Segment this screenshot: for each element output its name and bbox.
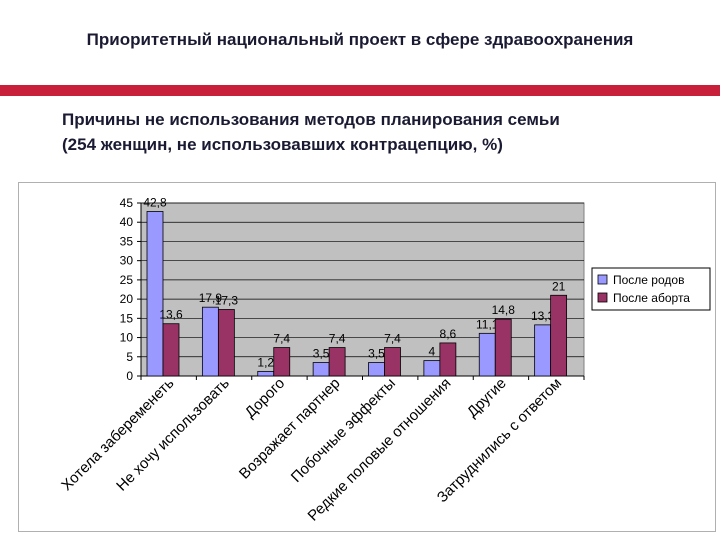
bar-data-label: 17,9 xyxy=(199,291,223,305)
bar-data-label: 11,1 xyxy=(476,317,499,331)
y-tick-label: 45 xyxy=(120,196,134,210)
x-category-label: Побочные эффекты xyxy=(288,375,399,486)
legend-swatch xyxy=(597,292,608,303)
bar-data-label: 17,3 xyxy=(215,293,239,307)
bar-data-label: 3,5 xyxy=(368,347,385,361)
bar xyxy=(478,332,496,377)
bar xyxy=(201,306,219,377)
bar-data-label: 7,4 xyxy=(273,332,290,346)
header-divider-bar xyxy=(0,85,720,96)
bar-data-label: 3,5 xyxy=(313,347,330,361)
bar-data-label: 21 xyxy=(552,279,566,293)
chart-title-line2: (254 женщин, не использовавших контрацеп… xyxy=(62,135,503,154)
y-tick-label: 30 xyxy=(120,254,134,268)
y-tick-label: 40 xyxy=(120,215,134,229)
x-category-label: Возражает партнер xyxy=(236,375,344,483)
bar-data-label: 13,6 xyxy=(159,308,183,322)
bar-data-label: 7,4 xyxy=(384,332,401,346)
bar-data-label: 1,2 xyxy=(257,355,274,369)
bar-data-label: 13,3 xyxy=(531,309,555,323)
bar xyxy=(273,347,291,377)
chart-frame xyxy=(18,182,716,532)
y-tick-label: 20 xyxy=(120,292,134,306)
bar-data-label: 4 xyxy=(429,345,436,359)
legend-box xyxy=(591,267,711,311)
bar xyxy=(368,362,385,377)
bar xyxy=(423,360,441,377)
bar xyxy=(312,362,330,377)
x-category-label: Хотела забеременеть xyxy=(58,375,177,494)
bar xyxy=(550,294,568,377)
y-tick-label: 0 xyxy=(126,369,133,383)
bar-data-label: 8,6 xyxy=(440,327,457,341)
x-category-label: Другие xyxy=(464,375,510,421)
chart-title-line1: Причины не использования методов планиро… xyxy=(62,110,560,129)
legend-swatch xyxy=(597,274,608,285)
bar xyxy=(534,324,552,377)
bar-data-label: 14,8 xyxy=(492,303,516,317)
bar xyxy=(328,347,346,377)
bar xyxy=(162,323,180,377)
bar-data-label: 42,8 xyxy=(143,195,167,209)
y-tick-label: 25 xyxy=(120,273,134,287)
x-category-label: Не хочу использовать xyxy=(113,375,233,495)
bar xyxy=(494,318,512,377)
y-tick-label: 15 xyxy=(120,311,134,325)
bar xyxy=(439,342,457,377)
y-tick-label: 35 xyxy=(120,234,134,248)
header-title: Приоритетный национальный проект в сфере… xyxy=(86,30,634,49)
legend-label: После аборта xyxy=(613,291,690,305)
x-category-label: Дорого xyxy=(242,375,289,422)
bar xyxy=(146,211,164,377)
bar xyxy=(217,309,235,377)
bar-data-label: 7,4 xyxy=(329,332,346,346)
bar xyxy=(384,347,401,377)
y-tick-label: 5 xyxy=(126,350,133,364)
y-tick-label: 10 xyxy=(120,331,134,345)
legend-label: После родов xyxy=(613,273,684,287)
bar xyxy=(257,370,275,377)
chart-title: Причины не использования методов планиро… xyxy=(62,107,702,157)
